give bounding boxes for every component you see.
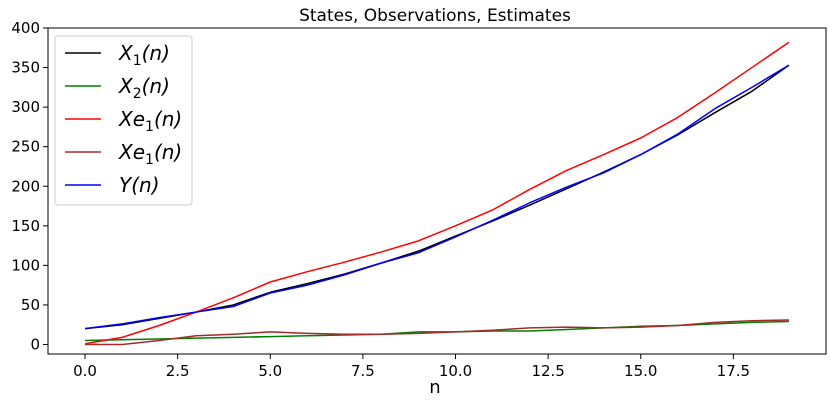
x-tick-label: 2.5 (166, 362, 190, 380)
x-tick-label: 12.5 (531, 362, 564, 380)
y-tick-label: 100 (11, 256, 40, 274)
x-tick-label: 5.0 (258, 362, 282, 380)
series-line-5 (84, 64, 790, 330)
series-line-3 (84, 41, 790, 345)
legend-label: X1(n) (118, 41, 170, 69)
x-tick-label: 0.0 (73, 362, 97, 380)
legend-label: X2(n) (118, 74, 170, 102)
y-tick-label: 0 (30, 336, 40, 354)
y-tick-label: 50 (21, 296, 40, 314)
y-tick-label: 400 (11, 19, 40, 37)
y-tick-label: 300 (11, 98, 40, 116)
y-tick-label: 150 (11, 217, 40, 235)
legend-label: Y(n) (119, 173, 160, 197)
x-tick-label: 15.0 (624, 362, 657, 380)
x-tick-label: 17.5 (717, 362, 750, 380)
series-line-4 (85, 319, 789, 346)
y-tick-label: 250 (11, 138, 40, 156)
chart-title: States, Observations, Estimates (299, 6, 571, 26)
x-tick-label: 10.0 (439, 362, 472, 380)
legend-box (54, 35, 193, 206)
y-tick-label: 350 (11, 59, 40, 77)
y-tick-label: 200 (11, 177, 40, 195)
plot-frame (47, 27, 827, 355)
x-tick-label: 7.5 (351, 362, 375, 380)
x-axis-label: n (429, 377, 440, 398)
legend-label: Xe1(n) (118, 140, 182, 168)
legend-label: Xe1(n) (118, 107, 182, 135)
